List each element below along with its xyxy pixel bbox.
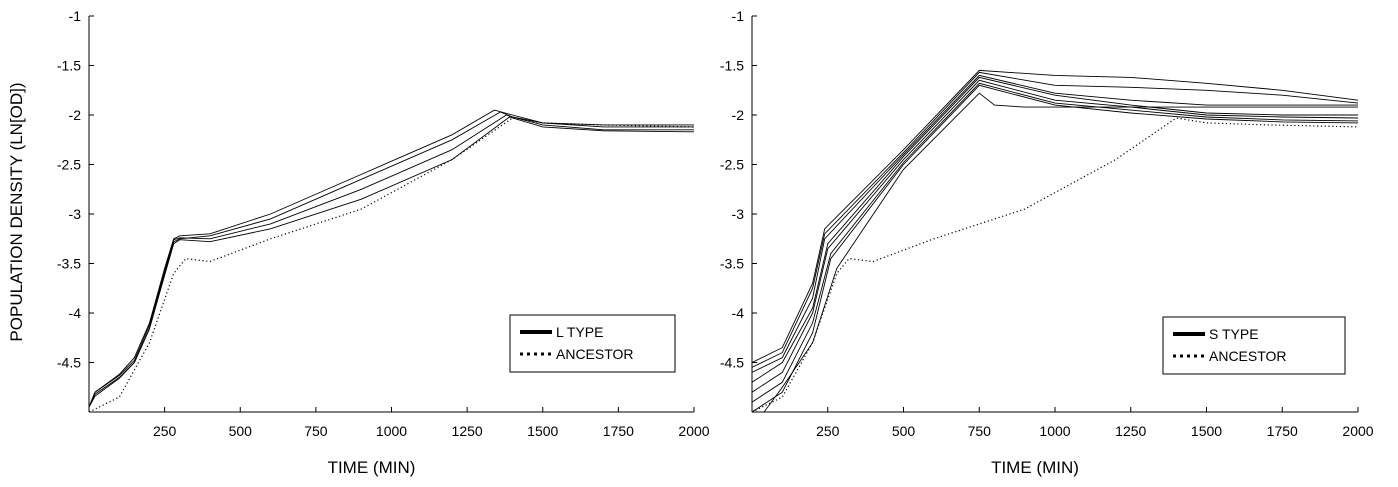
type-series-line: [751, 84, 1359, 413]
y-tick-label: -3.5: [57, 256, 81, 272]
x-tick-label: 750: [304, 423, 328, 439]
x-axis-label: TIME (MIN): [328, 458, 416, 477]
x-axis-label: TIME (MIN): [991, 458, 1079, 477]
x-tick-label: 1500: [1191, 423, 1222, 439]
y-tick-label: -3: [732, 206, 745, 222]
legend: S TYPE ANCESTOR: [1162, 316, 1346, 375]
y-tick-label: -1: [732, 8, 745, 24]
x-tick-label: 1000: [376, 423, 407, 439]
x-tick-label: 1500: [527, 423, 558, 439]
y-tick-label: -2.5: [720, 157, 744, 173]
type-series-line: [751, 69, 1359, 363]
type-series-line: [751, 82, 1359, 403]
x-tick-label: 500: [229, 423, 253, 439]
legend-label: L TYPE: [556, 324, 603, 340]
type-series-line: [751, 76, 1358, 383]
type-series-line: [88, 114, 694, 408]
x-tick-label: 2000: [1342, 423, 1373, 439]
y-tick-label: -3.5: [720, 256, 744, 272]
legend-label: ANCESTOR: [1209, 348, 1287, 364]
x-tick-label: 1750: [1267, 423, 1298, 439]
x-tick-label: 750: [968, 423, 992, 439]
chart-panel-2: -4.5 -4 -3.5 -3 -2.5 -2 -1.5 -1 250 500 750 1000 125…: [720, 8, 1374, 477]
chart-panel-1: -4.5 -4 -3.5 -3 -2.5 -2 -1.5 -1 250 500 750 1000 125…: [57, 8, 710, 477]
y-axis-label: POPULATION DENSITY (LN[OD]): [7, 82, 26, 341]
type-series-line: [88, 116, 695, 408]
type-series-line: [751, 74, 1358, 373]
y-tick-label: -1: [69, 8, 82, 24]
x-tick-label: 1000: [1039, 423, 1070, 439]
y-tick-label: -2.5: [57, 157, 81, 173]
x-tick-label: 250: [153, 423, 177, 439]
type-series-line: [751, 71, 1359, 368]
y-tick-label: -1.5: [57, 58, 81, 74]
x-tick-label: 1250: [452, 423, 483, 439]
legend-label: S TYPE: [1209, 326, 1259, 342]
legend-box: [1162, 316, 1346, 375]
x-tick-label: 500: [892, 423, 916, 439]
y-tick-label: -1.5: [720, 58, 744, 74]
y-tick-label: -2: [69, 107, 82, 123]
ancestor-series-line: [88, 117, 695, 413]
y-tick-label: -4: [732, 305, 745, 321]
type-series-line: [763, 92, 1358, 413]
y-tick-label: -3: [69, 206, 82, 222]
y-tick-label: -4: [69, 305, 82, 321]
y-tick-label: -4.5: [57, 355, 81, 371]
legend-label: ANCESTOR: [556, 346, 634, 362]
type-series-line: [751, 79, 1359, 393]
legend: L TYPE ANCESTOR: [509, 314, 676, 373]
x-tick-label: 1250: [1115, 423, 1146, 439]
x-tick-label: 2000: [678, 423, 709, 439]
y-tick-label: -2: [732, 107, 745, 123]
x-tick-label: 250: [816, 423, 840, 439]
y-tick-label: -4.5: [720, 355, 744, 371]
legend-box: [509, 314, 676, 373]
x-tick-label: 1750: [603, 423, 634, 439]
type-series-line: [88, 109, 694, 408]
